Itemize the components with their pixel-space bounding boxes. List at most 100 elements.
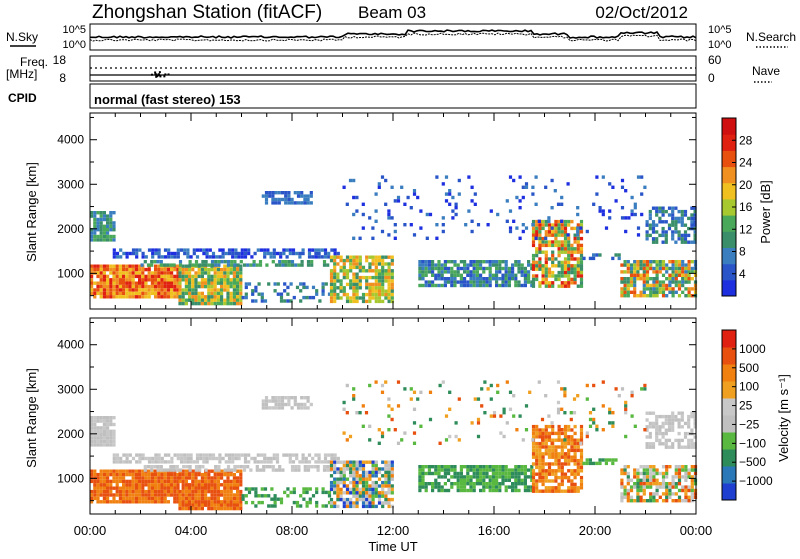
heatmap-cell xyxy=(278,263,282,267)
heatmap-cell xyxy=(570,253,574,258)
heatmap-cell xyxy=(268,399,272,403)
heatmap-cell xyxy=(216,493,220,497)
heatmap-cell xyxy=(221,248,225,252)
heatmap-cell xyxy=(648,435,652,439)
heatmap-cell xyxy=(236,284,240,289)
heatmap-cell xyxy=(223,489,227,494)
y-tick-label: 1000 xyxy=(57,471,84,485)
heatmap-cell xyxy=(434,485,438,489)
heatmap-cell xyxy=(472,475,476,479)
heatmap-cell xyxy=(381,289,385,293)
heatmap-cell xyxy=(671,263,675,267)
heatmap-cell xyxy=(655,418,659,422)
heatmap-cell xyxy=(112,255,116,259)
heatmap-cell xyxy=(287,197,291,202)
heatmap-cell xyxy=(535,489,539,493)
heatmap-cell xyxy=(614,253,618,257)
heatmap-cell xyxy=(176,500,180,504)
heatmap-cell xyxy=(384,380,388,384)
heatmap-cell xyxy=(154,469,158,473)
heatmap-cell xyxy=(181,493,185,497)
heatmap-cell xyxy=(456,471,460,476)
heatmap-cell xyxy=(620,270,624,274)
heatmap-cell xyxy=(421,270,425,274)
heatmap-cell xyxy=(179,453,184,457)
heatmap-cell xyxy=(220,506,224,511)
heatmap-cell xyxy=(560,233,564,237)
heatmap-cell xyxy=(220,295,224,299)
heatmap-cell xyxy=(147,456,152,461)
heatmap-cell xyxy=(147,489,151,494)
heatmap-cell xyxy=(371,286,375,290)
heatmap-cell xyxy=(241,295,245,300)
heatmap-cell xyxy=(427,283,431,288)
heatmap-cell xyxy=(261,399,265,403)
heatmap-cell xyxy=(128,271,132,275)
heatmap-cell xyxy=(99,291,103,296)
heatmap-cell xyxy=(466,465,470,469)
heatmap-cell xyxy=(191,267,195,272)
heatmap-cell xyxy=(390,487,394,492)
heatmap-cell xyxy=(547,462,552,466)
heatmap-cell xyxy=(349,491,353,495)
heatmap-cell xyxy=(275,453,280,457)
heatmap-cell xyxy=(538,247,542,251)
heatmap-cell xyxy=(440,277,444,281)
heatmap-cell xyxy=(352,463,356,468)
heatmap-cell xyxy=(655,206,659,210)
heatmap-cell xyxy=(534,202,538,206)
heatmap-cell xyxy=(563,428,567,432)
heatmap-cell xyxy=(178,506,182,511)
heatmap-cell xyxy=(683,223,688,227)
heatmap-cell xyxy=(143,468,147,472)
heatmap-cell xyxy=(204,263,208,267)
heatmap-cell xyxy=(374,275,378,280)
heatmap-cell xyxy=(147,284,151,289)
heatmap-cell xyxy=(106,288,110,292)
heatmap-cell xyxy=(421,263,425,267)
colorbar-tick-label: −500 xyxy=(739,455,766,469)
heatmap-cell xyxy=(680,445,684,449)
heatmap-cell xyxy=(444,175,449,179)
heatmap-cell xyxy=(645,411,649,415)
heatmap-cell xyxy=(538,441,542,446)
heatmap-cell xyxy=(329,258,334,263)
heatmap-cell xyxy=(507,478,511,482)
heatmap-cell xyxy=(642,266,646,271)
heatmap-cell xyxy=(267,494,271,498)
heatmap-cell xyxy=(544,243,548,248)
cpid-value: normal (fast stereo) 153 xyxy=(94,92,241,107)
heatmap-cell xyxy=(257,500,261,505)
heatmap-cell xyxy=(368,292,372,297)
heatmap-cell xyxy=(563,462,568,466)
heatmap-cell xyxy=(273,282,277,286)
heatmap-cell xyxy=(138,295,142,299)
heatmap-cell xyxy=(620,185,625,189)
heatmap-cell xyxy=(118,264,122,268)
heatmap-cell xyxy=(361,504,366,509)
power-cells xyxy=(90,175,698,306)
heatmap-cell xyxy=(384,262,388,266)
heatmap-cell xyxy=(443,277,447,281)
heatmap-cell xyxy=(106,274,110,279)
heatmap-cell xyxy=(424,273,428,277)
heatmap-cell xyxy=(303,194,307,198)
heatmap-cell xyxy=(291,460,296,464)
heatmap-cell xyxy=(352,487,356,492)
heatmap-cell xyxy=(223,288,227,292)
heatmap-cell xyxy=(655,488,659,493)
heatmap-cell xyxy=(655,240,659,244)
heatmap-cell xyxy=(573,438,577,442)
heatmap-cell xyxy=(665,283,669,288)
heatmap-cell xyxy=(96,217,100,222)
heatmap-cell xyxy=(135,255,139,259)
heatmap-cell xyxy=(645,266,650,271)
heatmap-cell xyxy=(661,263,666,267)
heatmap-cell xyxy=(122,469,126,473)
heatmap-cell xyxy=(232,274,236,279)
heatmap-cell xyxy=(681,273,685,277)
heatmap-cell xyxy=(551,445,555,449)
heatmap-cell xyxy=(138,284,142,289)
heatmap-cell xyxy=(482,485,486,489)
heatmap-cell xyxy=(511,488,515,493)
